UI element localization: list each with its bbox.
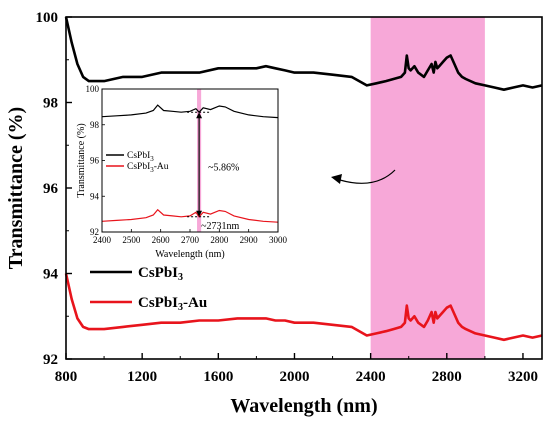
inset-legend-label: CsPbI3 bbox=[127, 151, 154, 163]
inset-y-tick-label: 98 bbox=[90, 120, 100, 130]
series-line-cspbi3-au bbox=[64, 273, 543, 342]
y-tick-label: 94 bbox=[43, 267, 59, 283]
x-tick-label: 2000 bbox=[279, 369, 309, 385]
legend-label: CsPbI3 bbox=[138, 265, 183, 283]
inset-background bbox=[102, 89, 278, 232]
inset-legend-label: CsPbI3-Au bbox=[127, 162, 169, 174]
inset-x-tick-label: 2800 bbox=[210, 235, 229, 245]
main-plot: 800 1200 1600 2000 2400 2800 3200 92 94 96 98 100 Wa… bbox=[5, 10, 543, 417]
inset-y-tick-label: 94 bbox=[90, 191, 100, 201]
curved-arrow-head bbox=[331, 174, 342, 184]
inset-annotation-difference: ~5.86% bbox=[208, 163, 239, 174]
x-tick-label: 2800 bbox=[432, 369, 462, 385]
inset-x-tick-label: 2900 bbox=[240, 235, 259, 245]
inset-plot: ~5.86% ~2731nm 2400 2500 2600 2700 2800 2900 300… bbox=[76, 84, 288, 260]
inset-y-tick-label: 100 bbox=[86, 84, 100, 94]
inset-arrow-head-bottom bbox=[196, 210, 203, 217]
x-axis-title: Wavelength (nm) bbox=[230, 395, 377, 417]
inset-y-tick-label: 92 bbox=[90, 227, 99, 237]
y-tick-label: 92 bbox=[43, 352, 58, 368]
inset-x-tick-label: 2600 bbox=[152, 235, 171, 245]
inset-x-tick-label: 3000 bbox=[269, 235, 288, 245]
inset-x-tick-label: 2500 bbox=[122, 235, 141, 245]
y-axis-title: Transmittance (%) bbox=[5, 107, 27, 269]
inset-x-axis-title: Wavelength (nm) bbox=[155, 249, 224, 260]
inset-x-tick-label: 2700 bbox=[181, 235, 200, 245]
x-tick-label: 1600 bbox=[203, 369, 233, 385]
x-tick-label: 1200 bbox=[127, 369, 157, 385]
legend-label: CsPbI3-Au bbox=[138, 295, 207, 313]
inset-x-tick-label: 2400 bbox=[93, 235, 112, 245]
inset-y-axis-title: Transmittance (%) bbox=[76, 123, 87, 197]
inset-series-line-cspbi3 bbox=[101, 104, 279, 119]
inset-annotation-wavelength: ~2731nm bbox=[201, 221, 239, 232]
inset-series-line-cspbi3-au bbox=[101, 208, 279, 223]
highlight-band bbox=[370, 17, 485, 359]
y-tick-label: 98 bbox=[43, 96, 58, 112]
series-line-cspbi3 bbox=[64, 16, 543, 91]
curved-arrow bbox=[339, 169, 396, 184]
x-tick-label: 3200 bbox=[508, 369, 538, 385]
y-tick-label: 96 bbox=[43, 181, 59, 197]
inset-arrow-head-top bbox=[196, 112, 203, 119]
x-tick-label: 800 bbox=[55, 369, 78, 385]
inset-y-tick-label: 96 bbox=[90, 156, 100, 166]
x-tick-label: 2400 bbox=[356, 369, 386, 385]
y-tick-label: 100 bbox=[36, 10, 59, 26]
